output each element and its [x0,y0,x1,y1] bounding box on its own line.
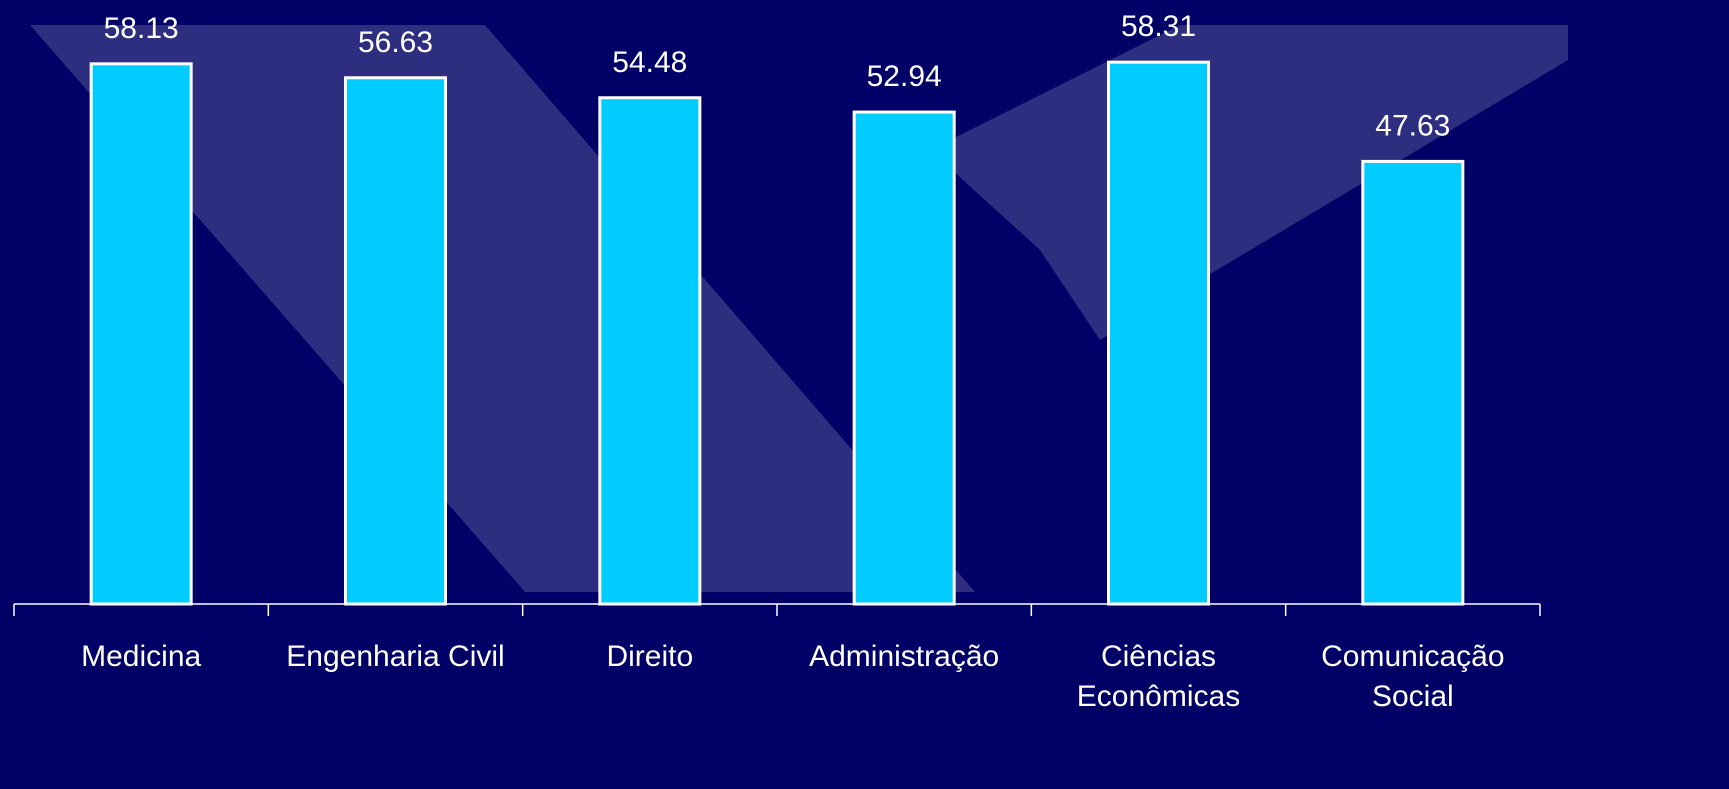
value-label: 58.31 [1121,10,1196,43]
value-label: 58.13 [104,12,179,45]
value-label: 56.63 [358,26,433,59]
x-tick-label: Comunicação Social [1321,640,1505,713]
x-tick-label: Direito [606,640,694,673]
x-tick-label: Administração [809,640,1000,673]
x-tick-label: Medicina [81,640,202,673]
logo-shape [930,25,1568,340]
bar [598,96,702,606]
value-label: 47.63 [1375,109,1450,142]
bar [1107,60,1210,606]
bar [1361,159,1465,606]
bar [89,62,193,606]
logo-shape [30,25,975,592]
bar [852,110,956,606]
x-tick-label: Engenharia Civil [286,640,505,673]
bar [344,76,447,606]
value-label: 52.94 [867,60,942,93]
value-label: 54.48 [612,46,687,79]
x-tick-label: Ciências Econômicas [1076,640,1241,713]
